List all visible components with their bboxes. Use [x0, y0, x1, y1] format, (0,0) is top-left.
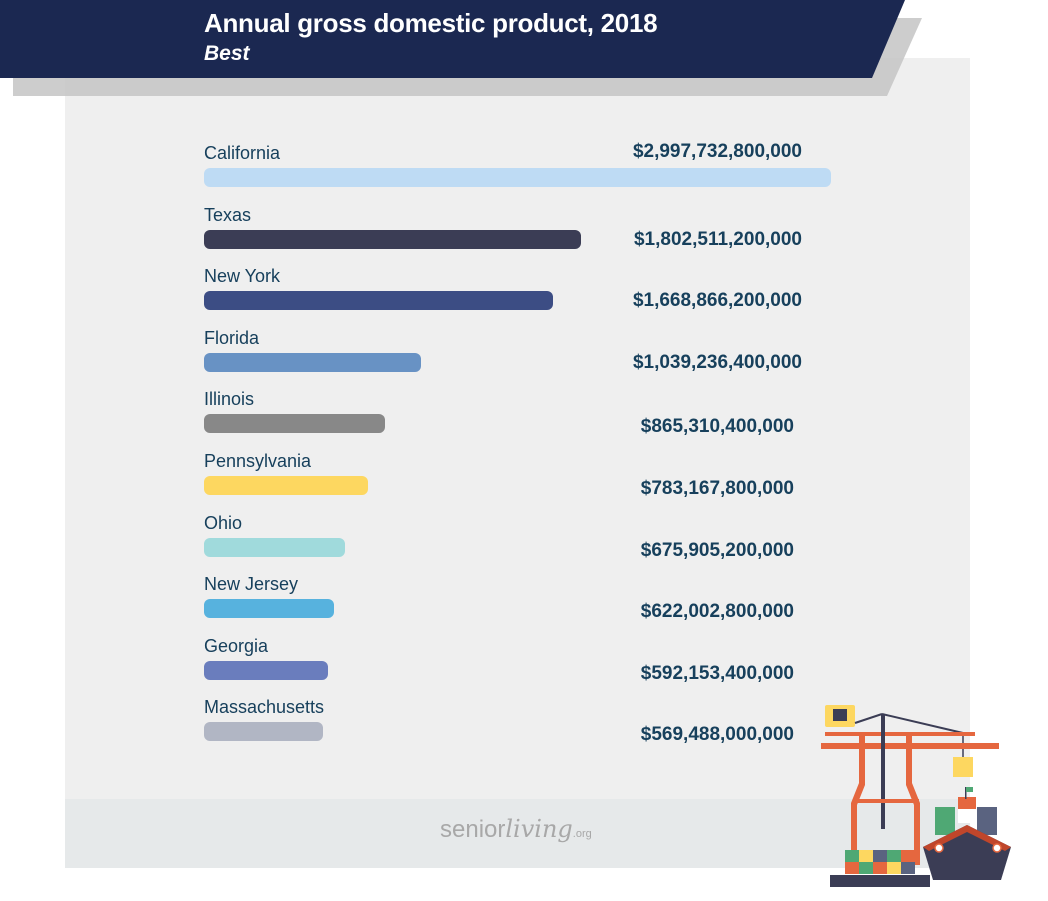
category-label: Illinois [204, 389, 255, 410]
category-label: New Jersey [204, 574, 299, 595]
seniorliving-logo: seniorliving.org [440, 815, 592, 844]
category-label: Georgia [204, 635, 269, 656]
bar [204, 291, 553, 311]
harbor-crane-cargo-ship-icon [821, 705, 1011, 887]
bar [204, 660, 328, 680]
value-label: $622,002,800,000 [640, 601, 794, 623]
value-label: $1,039,236,400,000 [632, 351, 802, 373]
category-label: Florida [204, 327, 260, 348]
bar [204, 722, 323, 742]
bar [204, 229, 581, 249]
category-label: Massachusetts [204, 697, 325, 718]
bar [204, 476, 368, 495]
category-label: New York [204, 266, 281, 287]
bar [204, 168, 831, 187]
bar [204, 352, 421, 372]
footer-band [65, 799, 970, 868]
header-band [0, 0, 905, 78]
logo-text-script: living [505, 815, 573, 843]
category-label: Pennsylvania [204, 451, 312, 471]
value-label: $675,905,200,000 [640, 539, 794, 561]
value-label: $1,668,866,200,000 [632, 290, 802, 312]
logo-text-main: senior [440, 816, 506, 843]
category-label: California [204, 143, 281, 163]
value-label: $1,802,511,200,000 [633, 228, 802, 250]
value-label: $865,310,400,000 [640, 416, 794, 438]
chart-subtitle: Best [204, 42, 250, 65]
category-label: Texas [204, 204, 252, 225]
bar [204, 537, 345, 557]
value-label: $569,488,000,000 [640, 724, 794, 746]
value-label: $2,997,732,800,000 [632, 141, 802, 162]
value-label: $783,167,800,000 [640, 478, 794, 499]
header-banner [0, 0, 922, 96]
bar [204, 599, 334, 619]
value-label: $592,153,400,000 [640, 662, 794, 684]
bar [204, 414, 385, 434]
logo-text-suffix: .org [572, 828, 592, 840]
category-label: Ohio [204, 512, 243, 533]
chart-title: Annual gross domestic product, 2018 [204, 8, 658, 38]
